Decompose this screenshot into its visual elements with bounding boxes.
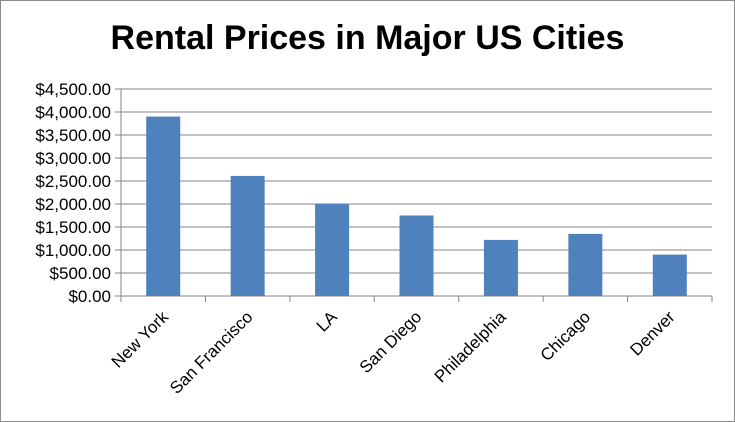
bar	[483, 239, 518, 296]
x-category-label: Denver	[626, 307, 678, 359]
y-tick-label: $500.00	[50, 264, 111, 283]
x-category-label: New York	[108, 307, 173, 372]
y-tick-label: $2,500.00	[35, 172, 111, 191]
x-category-label: San Francisco	[166, 307, 256, 397]
x-category-label: LA	[313, 307, 342, 336]
y-tick-label: $2,000.00	[35, 195, 111, 214]
y-tick-label: $4,500.00	[35, 80, 111, 99]
chart-title: Rental Prices in Major US Cities	[110, 19, 625, 57]
y-tick-label: $1,000.00	[35, 241, 111, 260]
bar	[568, 233, 603, 296]
bar	[315, 204, 350, 296]
y-tick-label: $3,500.00	[35, 126, 111, 145]
bar	[146, 116, 181, 296]
x-category-label: Philadelphia	[431, 307, 510, 386]
x-category-label: San Diego	[356, 307, 426, 377]
bar	[399, 215, 434, 296]
bar	[652, 254, 687, 296]
y-tick-label: $0.00	[68, 287, 111, 306]
y-tick-label: $4,000.00	[35, 103, 111, 122]
y-tick-label: $1,500.00	[35, 218, 111, 237]
y-tick-label: $3,000.00	[35, 149, 111, 168]
bar	[230, 175, 265, 296]
x-category-label: Chicago	[537, 307, 595, 365]
